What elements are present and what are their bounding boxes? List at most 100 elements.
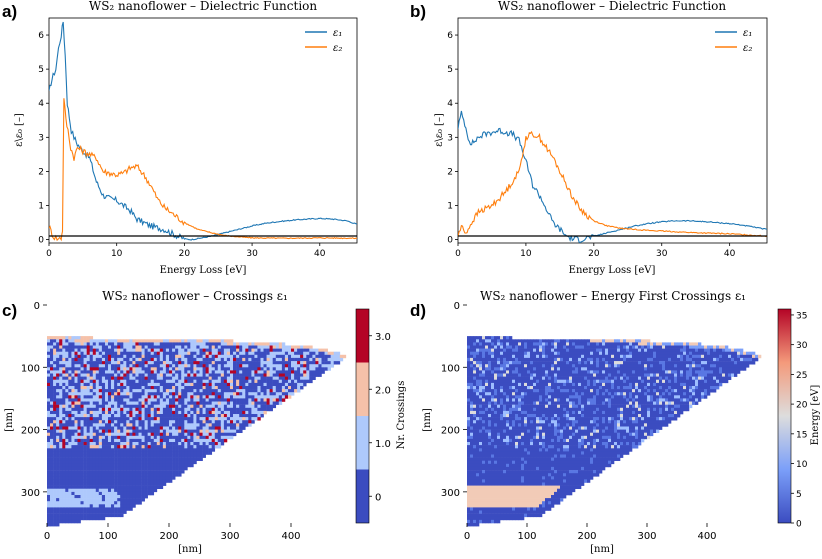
chart-c-cell <box>165 454 170 458</box>
chart-c-cell <box>236 423 240 427</box>
chart-c-cell <box>165 417 170 421</box>
chart-c-cell <box>260 382 264 387</box>
chart-d-cell <box>518 410 522 415</box>
chart-c-cell <box>269 367 273 371</box>
chart-c-cell <box>220 373 225 377</box>
chart-c-cell <box>98 423 103 427</box>
chart-c-cell <box>187 345 191 349</box>
chart-c-cell <box>77 395 81 399</box>
chart-d-cell <box>476 348 480 353</box>
chart-c-cell <box>223 367 228 371</box>
chart-c-cell <box>178 348 182 353</box>
chart-c-cell <box>98 466 103 471</box>
chart-c-cell <box>266 401 270 405</box>
chart-c-cell <box>50 420 54 424</box>
chart-c-cell <box>53 376 57 381</box>
chart-c-cell <box>101 479 106 483</box>
chart-c-cell <box>65 448 69 452</box>
chart-c-cell <box>169 361 173 365</box>
chart-d-cell <box>512 339 516 343</box>
chart-c-cell <box>217 382 222 387</box>
chart-c-cell <box>92 376 97 381</box>
chart-c-cell <box>56 398 60 402</box>
chart-c-cell <box>74 442 78 446</box>
chart-c-cell <box>242 348 246 353</box>
chart-c-cell <box>144 414 148 418</box>
chart-c-cell <box>92 373 97 377</box>
chart-c-cell <box>132 361 136 365</box>
chart-d-cell <box>476 476 480 480</box>
chart-c-cell <box>303 379 307 384</box>
chart-d-cell <box>506 454 510 458</box>
chart-d-cell <box>488 386 492 390</box>
chart-d-cell <box>515 438 519 443</box>
chart-c-cell <box>147 420 152 424</box>
chart-c-cell <box>208 410 213 415</box>
chart-c-cell <box>196 410 200 415</box>
chart-c-cell <box>65 466 69 471</box>
chart-c-cell <box>108 392 112 396</box>
chart-d-cell <box>467 417 471 421</box>
chart-c-cell <box>165 451 170 455</box>
chart-c-cell <box>138 361 142 365</box>
chart-c-cell <box>111 510 115 514</box>
chart-c-cell <box>333 361 338 365</box>
chart-c-cell <box>172 466 176 471</box>
chart-c-cell <box>257 401 261 405</box>
chart-c-cell <box>239 367 243 371</box>
chart-c-cell <box>162 354 167 359</box>
chart-c-cell <box>62 379 66 384</box>
chart-d-cell <box>491 513 495 518</box>
chart-a-ytick-label: 2 <box>38 167 44 177</box>
chart-d-cell <box>515 410 519 415</box>
chart-c-cell <box>165 376 170 381</box>
chart-c-cell <box>147 342 152 346</box>
chart-c-cell <box>214 438 219 443</box>
chart-d-cell <box>476 336 480 340</box>
chart-c-cell <box>83 470 87 474</box>
chart-c-cell <box>47 398 51 402</box>
chart-c-cell <box>278 348 283 353</box>
chart-c-cell <box>86 516 91 521</box>
chart-c-cell <box>263 404 267 409</box>
chart-c-cell <box>111 435 115 440</box>
chart-c-cell <box>120 348 124 353</box>
chart-c-cell <box>47 445 51 449</box>
chart-c-cell <box>74 342 78 346</box>
chart-c-cell <box>153 460 158 465</box>
chart-d-cell <box>467 466 471 471</box>
chart-d-cell <box>485 504 489 508</box>
chart-c-cell <box>300 357 304 362</box>
chart-c-cell <box>71 513 75 518</box>
chart-d-cell <box>482 364 486 368</box>
chart-c-cell <box>172 398 176 402</box>
chart-c-cell <box>71 476 75 480</box>
chart-c-cell <box>114 457 118 462</box>
chart-c-cell <box>59 448 63 452</box>
chart-d-cell <box>518 429 522 434</box>
chart-c-cell <box>236 389 240 393</box>
chart-c-cell <box>254 410 258 415</box>
chart-c-cell <box>147 376 152 381</box>
chart-c-cell <box>187 364 191 368</box>
chart-c-cell <box>108 423 112 427</box>
chart-d-cell <box>497 354 501 359</box>
chart-c-cell <box>184 457 188 462</box>
chart-c-cell <box>260 379 264 384</box>
chart-d-cell <box>524 491 528 496</box>
chart-c-cell <box>306 373 310 377</box>
chart-c-cell <box>114 513 118 518</box>
chart-d-cell <box>500 445 504 449</box>
chart-c-cell <box>47 495 51 499</box>
chart-c-cell <box>159 361 164 365</box>
chart-c-cell <box>86 429 91 434</box>
chart-c-cell <box>135 432 139 437</box>
chart-c-cell <box>211 398 216 402</box>
chart-d-cell <box>506 442 510 446</box>
chart-d-cell <box>491 336 495 340</box>
chart-c-cell <box>226 432 231 437</box>
chart-c-cell <box>230 376 234 381</box>
chart-c-cell <box>71 495 75 499</box>
chart-c-cell <box>50 386 54 390</box>
chart-c-cell <box>288 386 292 390</box>
